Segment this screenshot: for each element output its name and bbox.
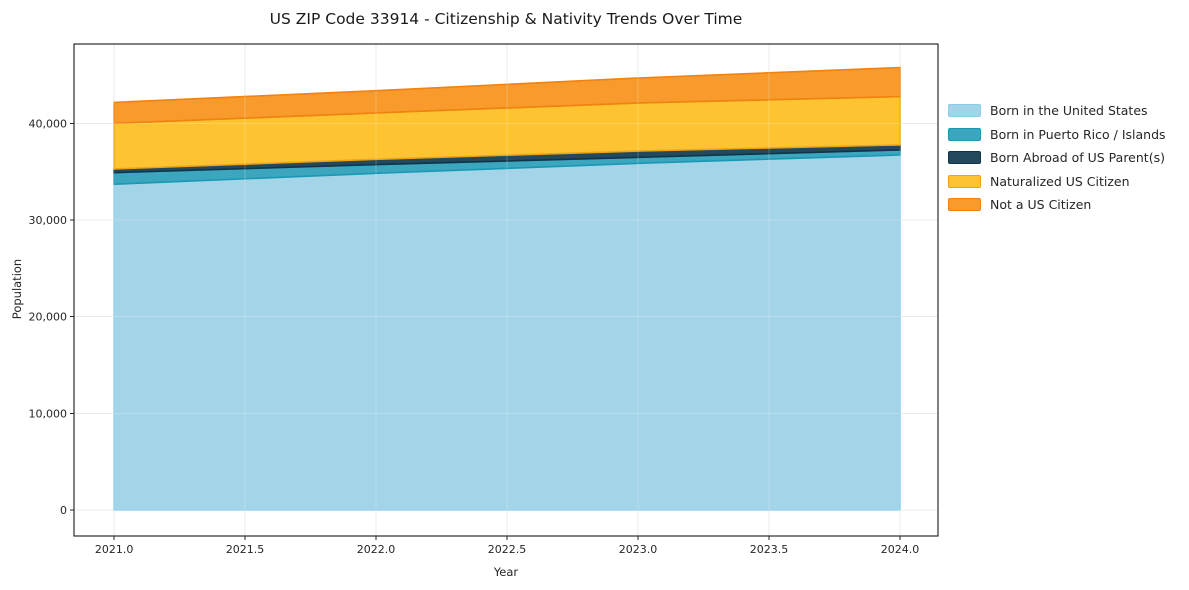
legend-swatch — [948, 127, 981, 141]
y-tick-label: 30,000 — [29, 214, 68, 227]
plot-spines — [73, 43, 939, 537]
legend-swatch — [948, 174, 981, 188]
x-tick-label: 2022.0 — [357, 543, 396, 556]
legend-swatch — [948, 104, 981, 117]
y-axis-label: Population — [10, 258, 24, 320]
y-tick-label: 0 — [60, 504, 67, 517]
area-layer — [113, 66, 901, 511]
legend-label: Not a US Citizen — [990, 197, 1092, 212]
legend-item: Not a US Citizen — [948, 198, 1166, 211]
x-tick-label: 2021.0 — [95, 543, 134, 556]
y-tick-label: 40,000 — [29, 117, 68, 130]
x-tick-label: 2023.5 — [750, 543, 789, 556]
x-ticks: 2021.0 2021.5 2022.0 2022.5 2023.0 2023.5 2024… — [95, 536, 919, 556]
legend-label: Naturalized US Citizen — [990, 173, 1130, 189]
x-tick-label: 2023.0 — [619, 543, 658, 556]
legend-item: Born in the United States — [948, 104, 1166, 117]
legend-swatch — [948, 151, 981, 164]
x-tick-label: 2022.5 — [488, 543, 527, 556]
legend-item: Naturalized US Citizen — [948, 173, 1166, 189]
legend-label: Born Abroad of US Parent(s) — [990, 150, 1165, 165]
legend-swatch — [948, 198, 981, 211]
grid-overlay-layer — [74, 44, 938, 536]
y-tick-label: 10,000 — [29, 407, 68, 420]
x-tick-label: 2021.5 — [226, 543, 265, 556]
legend-item: Born in Puerto Rico / Islands — [948, 126, 1166, 142]
x-axis-label: Year — [493, 565, 519, 579]
legend-label: Born in the United States — [990, 103, 1148, 118]
legend-label: Born in Puerto Rico / Islands — [990, 126, 1166, 142]
x-tick-label: 2024.0 — [881, 543, 920, 556]
y-tick-label: 20,000 — [29, 311, 68, 324]
area-series-5 — [113, 66, 901, 125]
legend: Born in the United States Born in Puerto… — [948, 104, 1166, 211]
y-ticks: 0 10,000 20,000 30,000 40,000 — [29, 117, 74, 517]
legend-item: Born Abroad of US Parent(s) — [948, 151, 1166, 164]
chart-title: US ZIP Code 33914 - Citizenship & Nativi… — [269, 10, 743, 28]
